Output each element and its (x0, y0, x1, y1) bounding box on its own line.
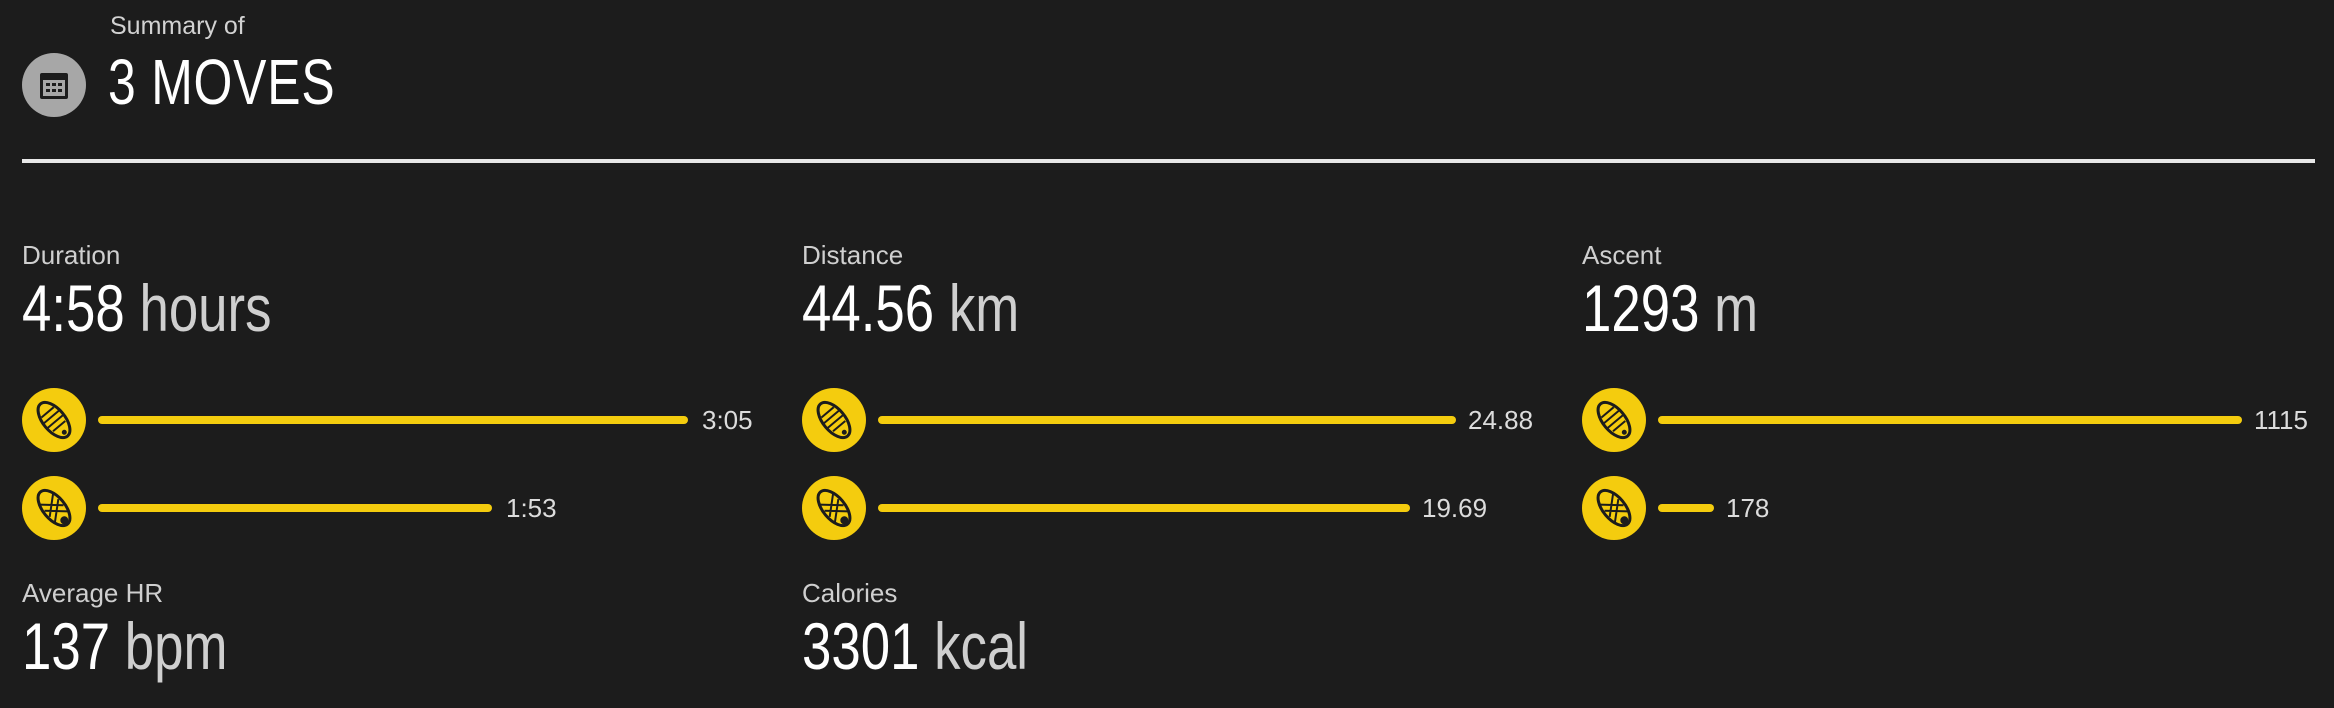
ascent-metric: Ascent 1293 m 1115 (1582, 240, 2322, 540)
distance-run-value: 24.88 (1468, 405, 1534, 435)
ascent-run-value: 1115 (2254, 405, 2308, 435)
average-hr-label: Average HR (22, 578, 164, 608)
summary-subtitle: Summary of (110, 12, 245, 40)
distance-unit: km (948, 271, 1020, 345)
calories-value: 3301 kcal (802, 606, 1028, 686)
trail-shoe-icon (1582, 476, 1646, 540)
average-hr-metric: Average HR 137 bpm (22, 578, 762, 698)
running-shoe-icon (22, 388, 86, 452)
average-hr-unit: bpm (124, 609, 228, 683)
distance-label: Distance (802, 240, 904, 270)
distance-metric: Distance 44.56 km 24.88 (802, 240, 1542, 540)
running-shoe-icon (1582, 388, 1646, 452)
duration-unit: hours (139, 271, 272, 345)
duration-number: 4:58 (22, 271, 125, 345)
duration-trail-bar (98, 504, 492, 512)
duration-run-bar (98, 416, 688, 424)
ascent-trail-bar (1658, 504, 1714, 512)
summary-header: Summary of 3 MOVES (0, 0, 2334, 170)
summary-title: 3 MOVES (108, 46, 336, 118)
calories-number: 3301 (802, 609, 920, 683)
duration-value: 4:58 hours (22, 268, 272, 348)
distance-value: 44.56 km (802, 268, 1019, 348)
average-hr-value: 137 bpm (22, 606, 227, 686)
duration-run-value: 3:05 (702, 405, 753, 435)
trail-shoe-icon (22, 476, 86, 540)
duration-trail-row: 1:53 (22, 476, 762, 540)
ascent-value: 1293 m (1582, 268, 1758, 348)
ascent-label: Ascent (1582, 240, 1662, 270)
average-hr-number: 137 (22, 609, 111, 683)
ascent-number: 1293 (1582, 271, 1700, 345)
ascent-run-row: 1115 (1582, 388, 2322, 452)
distance-trail-row: 19.69 (802, 476, 1542, 540)
duration-trail-value: 1:53 (506, 493, 557, 523)
distance-trail-value: 19.69 (1422, 493, 1488, 523)
trail-shoe-icon (802, 476, 866, 540)
distance-number: 44.56 (802, 271, 935, 345)
ascent-run-bar (1658, 416, 2242, 424)
duration-label: Duration (22, 240, 121, 270)
calories-label: Calories (802, 578, 898, 608)
header-divider (22, 159, 2315, 163)
distance-run-bar (878, 416, 1456, 424)
running-shoe-icon (802, 388, 866, 452)
distance-run-row: 24.88 (802, 388, 1542, 452)
ascent-trail-row: 178 (1582, 476, 2322, 540)
duration-metric: Duration 4:58 hours 3:05 (22, 240, 762, 540)
duration-run-row: 3:05 (22, 388, 762, 452)
ascent-unit: m (1714, 271, 1759, 345)
calendar-icon (22, 53, 86, 117)
calories-metric: Calories 3301 kcal (802, 578, 1542, 698)
calories-unit: kcal (934, 609, 1029, 683)
ascent-trail-value: 178 (1726, 493, 1770, 523)
distance-trail-bar (878, 504, 1410, 512)
